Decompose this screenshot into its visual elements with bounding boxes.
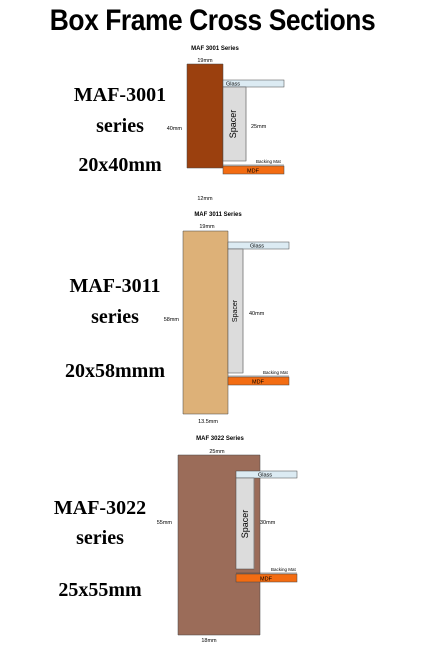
inner-dimension: 25mm xyxy=(251,124,267,130)
side-dimension: 58mm xyxy=(164,317,180,323)
diagram-title: MAF 3001 Series xyxy=(191,46,239,52)
glass-label: Glass xyxy=(226,82,240,88)
cross-section-diagram-3022: MAF 3022 Series 25mm 55mm Glass Spacer 3… xyxy=(157,436,298,644)
side-dimension: 55mm xyxy=(157,520,173,526)
top-dimension: 25mm xyxy=(209,449,225,455)
mdf-board xyxy=(222,165,285,175)
size-label: 20x58mmm xyxy=(65,360,165,382)
mdf-label: MDF xyxy=(260,577,273,583)
inner-dimension: 30mm xyxy=(260,520,276,526)
mdf-label: MDF xyxy=(247,169,260,175)
glass-pane xyxy=(222,79,285,88)
series-word-label: series xyxy=(91,306,139,328)
cross-section-diagram-3001: MAF 3001 Series 19mm 40mm Glass Spacer 2… xyxy=(167,46,285,202)
spacer-label: Spacer xyxy=(228,110,238,139)
backing-mat-label: Backing Mat xyxy=(271,567,297,572)
cross-section-diagram-3011: MAF 3011 Series 19mm 58mm Glass Spacer 4… xyxy=(164,212,290,425)
size-label: 20x40mm xyxy=(78,154,162,176)
glass-pane xyxy=(227,241,290,250)
series-word-label: series xyxy=(96,115,144,137)
mdf-board xyxy=(227,376,290,386)
inner-dimension: 40mm xyxy=(249,311,265,317)
frame-profile-shape xyxy=(182,230,229,415)
series-code-label: MAF-3011 xyxy=(69,275,161,297)
frame-profile-shape xyxy=(186,63,224,169)
backing-mat-label: Backing Mat xyxy=(263,370,289,375)
mdf-board xyxy=(235,573,298,583)
series-code-label: MAF-3022 xyxy=(53,497,147,519)
spacer-label: Spacer xyxy=(240,510,250,539)
backing-mat-label: Backing Mat xyxy=(256,159,282,164)
glass-label: Glass xyxy=(250,244,264,250)
glass-pane xyxy=(235,470,298,479)
spacer-label: Spacer xyxy=(232,299,239,322)
diagram-title: MAF 3011 Series xyxy=(194,212,242,218)
page-title: Box Frame Cross Sections xyxy=(49,4,376,37)
glass-label: Glass xyxy=(258,473,272,479)
top-dimension: 19mm xyxy=(197,58,213,64)
bottom-dimension: 12mm xyxy=(197,196,213,202)
size-label: 25x55mm xyxy=(58,579,142,601)
side-dimension: 40mm xyxy=(167,126,183,132)
bottom-dimension: 13.5mm xyxy=(198,419,218,425)
diagram-title: MAF 3022 Series xyxy=(196,436,244,442)
top-dimension: 19mm xyxy=(199,224,215,230)
bottom-dimension: 18mm xyxy=(201,638,217,644)
mdf-label: MDF xyxy=(252,380,265,386)
series-code-label: MAF-3001 xyxy=(73,84,167,106)
series-word-label: series xyxy=(76,527,124,549)
